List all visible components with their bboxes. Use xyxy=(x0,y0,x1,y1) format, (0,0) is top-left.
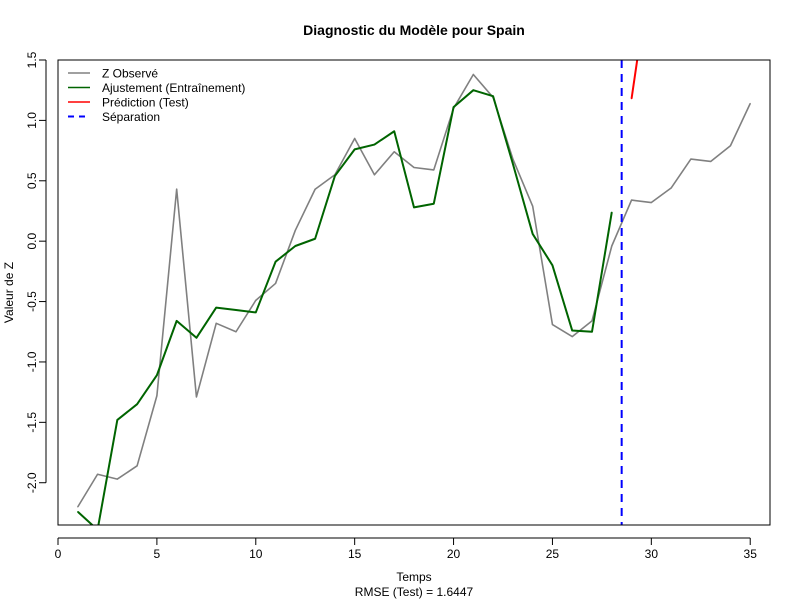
series-ajustement-entrainement-point xyxy=(314,238,316,240)
series-z-observe-point xyxy=(749,102,751,105)
series-ajustement-entrainement-point xyxy=(512,163,514,165)
series-z-observe-point xyxy=(532,205,534,207)
series-prediction-test-line xyxy=(630,60,639,99)
axes-layer: 0 5 10 15 20 25 30 35 -2.0 -1.5 -1.0 -0.5 0.0 0.5 1.0 1… xyxy=(25,51,757,561)
series-ajustement-entrainement-point xyxy=(354,148,356,150)
series-ajustement-entrainement-point xyxy=(215,306,217,309)
series-z-observe-point xyxy=(710,160,712,163)
series-ajustement-entrainement-point xyxy=(492,95,494,97)
series-z-observe-point xyxy=(176,188,178,190)
series-ajustement-entrainement-point xyxy=(235,309,237,311)
x-axis-label: Temps xyxy=(396,570,431,584)
x-tick-label: 0 xyxy=(55,547,62,561)
series-ajustement-entrainement-point xyxy=(97,529,98,530)
series-ajustement-entrainement-point xyxy=(373,143,376,146)
series-ajustement-entrainement-point xyxy=(551,264,554,266)
series-ajustement-entrainement-point xyxy=(591,331,593,333)
series-z-observe-point xyxy=(156,395,158,397)
series-z-observe-point xyxy=(195,396,198,398)
series-ajustement-entrainement-point xyxy=(452,106,455,108)
x-tick-label: 5 xyxy=(154,547,161,561)
series-z-observe-point xyxy=(433,169,435,171)
series-ajustement-entrainement-point xyxy=(611,211,613,213)
series-ajustement-entrainement-line xyxy=(77,89,613,525)
series-ajustement-entrainement-point xyxy=(116,419,118,421)
series-ajustement-entrainement-point xyxy=(176,320,178,322)
x-tick-label: 10 xyxy=(249,547,263,561)
series-z-observe-point xyxy=(215,322,217,324)
series-ajustement-entrainement-point xyxy=(77,511,79,513)
legend-label-prediction-test: Prédiction (Test) xyxy=(102,96,189,110)
series-ajustement-entrainement-point xyxy=(255,311,257,314)
y-tick-label: -0.5 xyxy=(25,291,39,312)
series-z-observe-point xyxy=(393,151,395,153)
series-z-observe-point xyxy=(314,188,316,190)
y-tick-label: 1.0 xyxy=(25,112,39,129)
plot-frame xyxy=(57,59,771,526)
series-z-observe-point xyxy=(77,506,79,508)
series-z-observe-point xyxy=(136,465,138,467)
rmse-subtitle: RMSE (Test) = 1.6447 xyxy=(355,585,474,599)
series-z-observe-point xyxy=(294,229,296,231)
y-axis-label: Valeur de Z xyxy=(2,262,16,323)
series-ajustement-entrainement-point xyxy=(156,374,158,376)
series-ajustement-entrainement-point xyxy=(274,261,277,263)
series-z-observe-point xyxy=(373,174,376,176)
series-z-observe-point xyxy=(611,245,613,247)
series-z-observe-point xyxy=(591,320,593,322)
series-z-observe-point xyxy=(630,199,633,201)
series-z-observe-point xyxy=(354,137,356,140)
series-ajustement-entrainement-point xyxy=(413,206,415,208)
x-tick-label: 25 xyxy=(546,547,560,561)
series-ajustement-entrainement-point xyxy=(532,233,534,235)
series-z-observe-point xyxy=(650,201,652,204)
series-z-observe-point xyxy=(571,335,573,338)
series-z-observe-point xyxy=(690,158,692,160)
series-ajustement-entrainement-point xyxy=(195,337,198,339)
series-ajustement-entrainement-point xyxy=(136,403,138,405)
series-z-observe-point xyxy=(96,473,99,475)
series-ajustement-entrainement-point xyxy=(472,89,474,91)
series-ajustement-entrainement-point xyxy=(393,130,395,132)
series-z-observe-point xyxy=(116,478,118,480)
chart-title: Diagnostic du Modèle pour Spain xyxy=(303,22,525,38)
x-tick-label: 35 xyxy=(744,547,758,561)
y-tick-label: -1.5 xyxy=(25,412,39,433)
y-tick-label: -1.0 xyxy=(25,351,39,372)
y-tick-label: 0.5 xyxy=(25,172,39,189)
y-tick-label: 0.0 xyxy=(25,233,39,250)
series-ajustement-entrainement-point xyxy=(334,175,336,177)
x-tick-label: 20 xyxy=(447,547,461,561)
series-z-observe-point xyxy=(670,187,672,189)
series-ajustement-entrainement-point xyxy=(433,203,435,205)
legend-label-separation: Séparation xyxy=(102,110,160,124)
legend-label-z-observe: Z Observé xyxy=(102,67,158,81)
series-z-observe-point xyxy=(413,166,415,169)
x-tick-label: 15 xyxy=(348,547,362,561)
series-ajustement-entrainement-point xyxy=(294,245,296,247)
series-z-observe-point xyxy=(274,282,277,285)
series-prediction-test-point xyxy=(630,98,633,100)
legend-label-ajustement-entrainement: Ajustement (Entraînement) xyxy=(102,81,245,95)
series-ajustement-entrainement-point xyxy=(571,329,573,332)
series-z-observe-point xyxy=(551,323,554,326)
series-z-observe-point xyxy=(729,145,732,147)
y-tick-label: 1.5 xyxy=(25,51,39,68)
y-tick-label: -2.0 xyxy=(25,472,39,493)
series-layer xyxy=(77,60,751,530)
series-z-observe-line xyxy=(77,73,751,508)
x-tick-label: 30 xyxy=(645,547,659,561)
series-z-observe-point xyxy=(255,299,257,301)
series-z-observe-point xyxy=(472,73,474,76)
series-z-observe-point xyxy=(235,331,237,333)
